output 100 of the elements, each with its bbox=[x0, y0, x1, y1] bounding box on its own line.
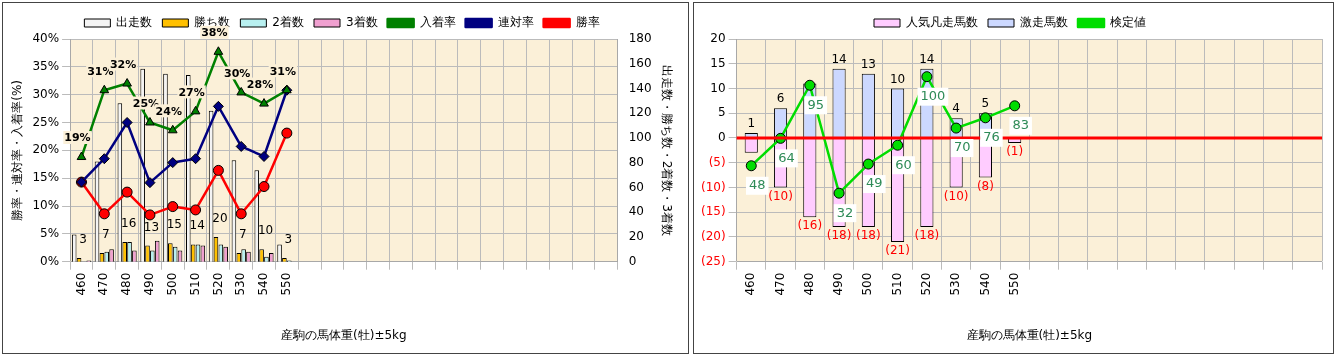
data-label: 32 bbox=[836, 204, 854, 220]
data-label: 76 bbox=[983, 129, 1000, 145]
x-tick-label: 510 bbox=[889, 272, 904, 296]
x-tick-label: 540 bbox=[256, 272, 271, 296]
x-tick-label: 530 bbox=[948, 272, 963, 296]
data-label: 32% bbox=[109, 57, 137, 71]
data-label: 28% bbox=[246, 77, 274, 91]
data-label: 7 bbox=[238, 227, 247, 242]
y2-tick-label: 100 bbox=[628, 130, 652, 145]
x-tick-label: 550 bbox=[1006, 272, 1021, 296]
data-label: (18) bbox=[826, 228, 852, 243]
legend-label: 入着率 bbox=[419, 15, 456, 30]
y2-tick-label: 160 bbox=[628, 55, 652, 70]
data-label: 30% bbox=[224, 66, 251, 80]
data-label: (1) bbox=[1006, 144, 1024, 159]
data-label: (10) bbox=[943, 188, 969, 203]
data-label: 95 bbox=[807, 96, 825, 112]
y-tick-label: 20 bbox=[710, 31, 726, 46]
y2-axis-title: 出走数・勝ち数・2着数・3着数 bbox=[659, 64, 674, 236]
data-label: 14 bbox=[831, 51, 847, 66]
data-label: (18) bbox=[855, 228, 881, 243]
data-label: 3 bbox=[284, 232, 293, 247]
legend-label: 出走数 bbox=[116, 15, 153, 30]
data-label: 100 bbox=[920, 88, 946, 104]
x-tick-label: 520 bbox=[918, 272, 933, 296]
legend-label: 検定値 bbox=[1109, 15, 1146, 30]
y-tick-label: 15% bbox=[32, 170, 60, 185]
x-axis-title: 産駒の馬体重(牡)±5kg bbox=[281, 327, 407, 342]
data-label: 60 bbox=[895, 156, 912, 172]
y-tick-label: 30% bbox=[32, 86, 60, 101]
data-label: 64 bbox=[778, 149, 795, 165]
legend-label: 3着数 bbox=[346, 15, 378, 30]
y-tick-label: 10% bbox=[32, 198, 60, 213]
data-label: (8) bbox=[976, 178, 994, 193]
x-tick-label: 470 bbox=[96, 272, 111, 296]
x-tick-label: 490 bbox=[831, 272, 846, 296]
data-label: 38% bbox=[201, 26, 228, 40]
data-label: 1 bbox=[747, 116, 756, 131]
x-tick-label: 520 bbox=[210, 272, 225, 296]
data-label: (10) bbox=[768, 188, 793, 203]
y-tick-label: 5 bbox=[717, 105, 726, 120]
data-label: 10 bbox=[257, 223, 274, 238]
x-tick-label: 500 bbox=[860, 272, 875, 296]
legend-label: 勝率 bbox=[575, 15, 600, 30]
y-tick-label: 5% bbox=[40, 225, 60, 240]
y-tick-label: 10 bbox=[710, 80, 726, 95]
data-label: 27% bbox=[178, 85, 205, 99]
data-label: (18) bbox=[914, 228, 940, 243]
x-tick-label: 540 bbox=[977, 272, 992, 296]
data-label: 3 bbox=[79, 232, 87, 247]
x-tick-label: 480 bbox=[801, 272, 816, 296]
data-label: 49 bbox=[866, 175, 883, 191]
data-label: 7 bbox=[102, 227, 110, 242]
data-label: 24% bbox=[155, 104, 182, 118]
x-axis-title: 産駒の馬体重(牡)±5kg bbox=[966, 327, 1093, 342]
legend-label: 人気凡走馬数 bbox=[905, 15, 978, 30]
y2-tick-label: 140 bbox=[628, 80, 652, 95]
x-tick-label: 480 bbox=[119, 272, 134, 296]
y-tick-label: (10) bbox=[700, 179, 726, 194]
y-tick-label: 20% bbox=[32, 142, 60, 157]
data-label: 5 bbox=[981, 96, 990, 111]
data-label: 6 bbox=[776, 91, 785, 106]
data-label: 16 bbox=[121, 216, 137, 231]
y-tick-label: 0 bbox=[717, 130, 726, 145]
x-tick-label: 490 bbox=[142, 272, 157, 296]
data-label: 31% bbox=[269, 64, 297, 78]
x-tick-label: 550 bbox=[278, 272, 293, 296]
data-label: 83 bbox=[1012, 117, 1029, 133]
y-tick-label: (15) bbox=[700, 204, 726, 219]
y-axis-title: 勝率・連対率・入着率(%) bbox=[10, 79, 25, 221]
data-label: 14 bbox=[189, 218, 205, 233]
x-tick-label: 530 bbox=[233, 272, 248, 296]
data-label: 4 bbox=[952, 101, 960, 116]
x-tick-label: 500 bbox=[164, 272, 179, 296]
y-tick-label: 35% bbox=[32, 58, 60, 73]
y-tick-label: 25% bbox=[32, 114, 60, 129]
y2-tick-label: 0 bbox=[628, 253, 637, 268]
y-tick-label: 40% bbox=[32, 31, 60, 46]
y-tick-label: (25) bbox=[700, 253, 726, 268]
data-label: 13 bbox=[143, 219, 160, 234]
y2-tick-label: 180 bbox=[628, 31, 652, 46]
data-label: 48 bbox=[748, 177, 766, 193]
y-tick-label: (5) bbox=[708, 154, 726, 169]
data-label: 70 bbox=[953, 139, 971, 155]
data-label: 20 bbox=[212, 211, 228, 226]
y-tick-label: (20) bbox=[700, 229, 726, 244]
data-label: 14 bbox=[919, 51, 935, 66]
y2-tick-label: 60 bbox=[628, 179, 644, 194]
legend-label: 連対率 bbox=[497, 15, 534, 30]
data-label: 15 bbox=[166, 217, 182, 232]
y2-tick-label: 40 bbox=[628, 204, 644, 219]
legend-label: 2着数 bbox=[272, 15, 305, 30]
x-tick-label: 460 bbox=[743, 272, 758, 296]
x-tick-label: 470 bbox=[772, 272, 787, 296]
legend-label: 激走馬数 bbox=[1019, 15, 1068, 30]
data-label: 13 bbox=[860, 56, 876, 71]
data-label: (16) bbox=[797, 218, 823, 233]
data-label: 10 bbox=[889, 71, 906, 86]
y2-tick-label: 120 bbox=[628, 105, 652, 120]
y2-tick-label: 80 bbox=[628, 154, 644, 169]
